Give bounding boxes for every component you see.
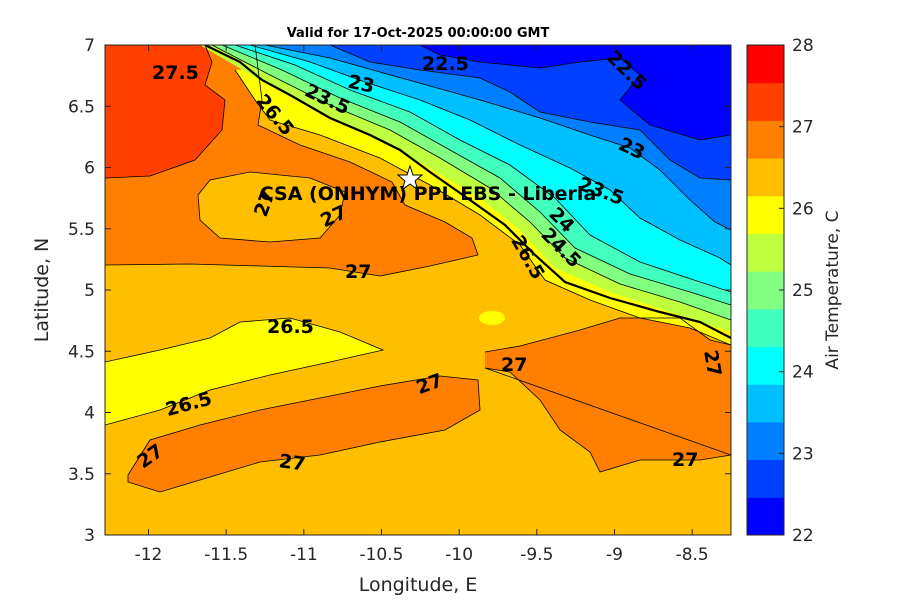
colorbar-label: Air Temperature, C: [823, 210, 843, 369]
chart-title: Valid for 17-Oct-2025 00:00:00 GMT: [287, 26, 550, 41]
station-star-icon: [396, 164, 424, 192]
band-22-22.5: [420, 45, 731, 140]
band-26-26.5-blob: [479, 311, 505, 325]
y-tick-label: 7: [84, 36, 95, 56]
band-27.5-28: [105, 45, 225, 178]
colorbar-swatch: [747, 346, 784, 385]
x-tick-label: -9: [606, 545, 623, 565]
coastline: [204, 45, 731, 339]
colorbar-swatch: [747, 45, 784, 84]
colorbar-tick-label: 25: [792, 281, 814, 301]
y-tick-label: 4: [84, 404, 95, 424]
contour-label: 27: [672, 449, 698, 471]
band-27-27.5-southwest: [128, 376, 480, 492]
y-tick-label: 3.5: [68, 465, 95, 485]
colorbar-swatch: [747, 271, 784, 310]
colorbar-swatch: [747, 82, 784, 121]
x-axis-label: Longitude, E: [359, 574, 478, 596]
contour-label: 27: [501, 354, 527, 376]
colorbar-tick-label: 27: [792, 118, 814, 138]
colorbar-tick-label: 24: [792, 363, 814, 383]
x-tick-label: -12: [135, 545, 163, 565]
colorbar-swatch: [747, 308, 784, 348]
y-tick-label: 3: [84, 526, 95, 546]
contour-label: 27: [345, 261, 371, 283]
colorbar-tick-label: 28: [792, 36, 814, 56]
contour-label: 27.5: [152, 62, 199, 84]
colorbar-swatch: [747, 497, 784, 536]
colorbar-swatch: [747, 233, 784, 272]
contour-fill: 27.5 22.5 23 22.5 23 23.5 23.5 27 27 27 …: [105, 45, 731, 535]
y-tick-label: 6.5: [68, 97, 95, 117]
contour-label: 23: [346, 71, 376, 98]
band-26-26.5-west: [105, 318, 383, 425]
colorbar-tick-label: 26: [792, 199, 814, 219]
colorbar-swatch: [747, 421, 784, 461]
colorbar: 22 23 24 25 26 27 28: [746, 36, 814, 546]
station-label: CSA (ONHYM) PPL EBS - Liberia: [260, 183, 597, 205]
x-tick-label: -8.5: [676, 545, 709, 565]
contour-label: 26.5: [267, 316, 314, 338]
contour-label: 22.5: [422, 53, 469, 75]
colorbar-swatch: [747, 459, 784, 498]
x-tick-label: -10.5: [359, 545, 403, 565]
colorbar-tick-label: 22: [792, 526, 814, 546]
y-tick-label: 5: [84, 281, 95, 301]
y-tick-label: 5.5: [68, 220, 95, 240]
colorbar-swatch: [747, 120, 784, 159]
y-axis-label: Latitude, N: [31, 238, 53, 343]
colorbar-tick-label: 23: [792, 444, 814, 464]
contour-lines: [105, 45, 731, 493]
contour-label: 27: [699, 348, 725, 378]
y-axis: 3 3.5 4 4.5 5 5.5 6 6.5 7: [68, 36, 731, 546]
band-26.5-27-bubble: [198, 172, 345, 242]
x-tick-label: -11.5: [204, 545, 248, 565]
contour-label: 27: [278, 450, 307, 475]
y-tick-label: 4.5: [68, 342, 95, 362]
x-axis: -12 -11.5 -11 -10.5 -10 -9.5 -9 -8.5: [135, 45, 709, 565]
x-tick-label: -10: [445, 545, 473, 565]
colorbar-swatch: [747, 158, 784, 197]
colorbar-swatch: [747, 384, 784, 423]
colorbar-swatch: [747, 195, 784, 234]
x-tick-label: -9.5: [520, 545, 553, 565]
band-22.5-23: [330, 45, 731, 180]
y-tick-label: 6: [84, 159, 95, 179]
x-tick-label: -11: [290, 545, 318, 565]
